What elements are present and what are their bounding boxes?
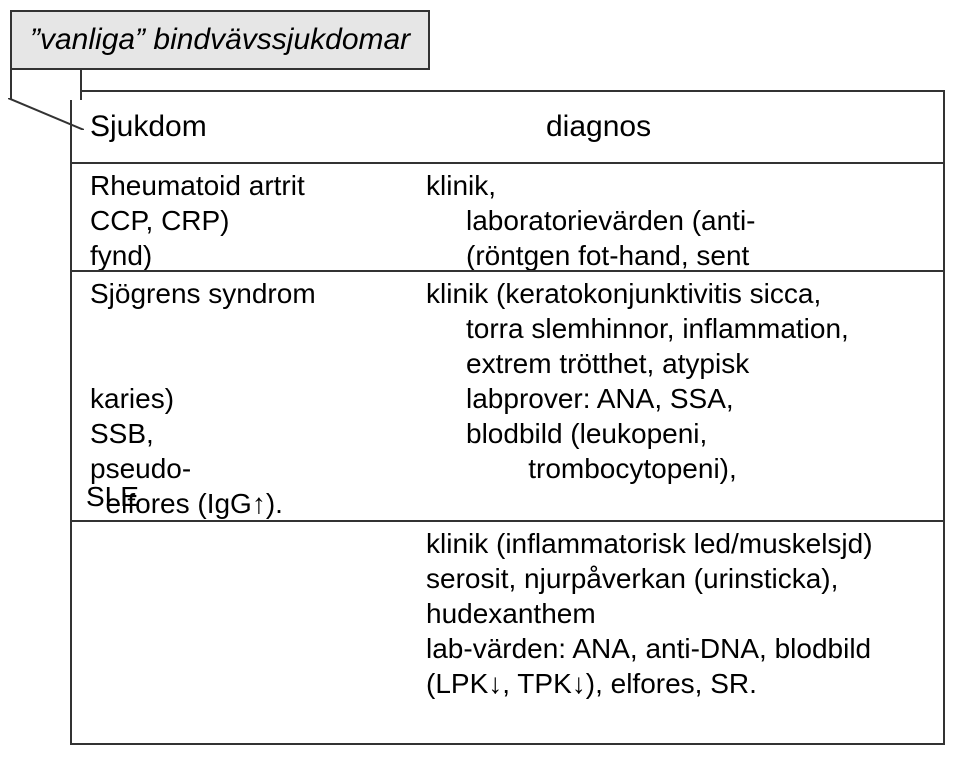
title-box: ”vanliga” bindvävssjukdomar bbox=[10, 10, 430, 70]
text-line: klinik (keratokonjunktivitis sicca, bbox=[426, 276, 931, 311]
cell-left: Rheumatoid artritCCP, CRP)fynd) bbox=[72, 162, 412, 270]
text-line: klinik, bbox=[426, 168, 931, 203]
table-row: Sjögrens syndrom karies)SSB,pseudo- elfo… bbox=[72, 270, 943, 520]
text-line: Sjögrens syndrom bbox=[90, 276, 400, 311]
header-left-text: Sjukdom bbox=[90, 108, 400, 146]
text-line: laboratorievärden (anti- bbox=[426, 203, 931, 238]
cell-left bbox=[72, 520, 412, 745]
table-row: Rheumatoid artritCCP, CRP)fynd) klinik,l… bbox=[72, 162, 943, 270]
text-line: karies) bbox=[90, 381, 400, 416]
text-line: (LPK↓, TPK↓), elfores, SR. bbox=[426, 666, 931, 701]
text-line: fynd) bbox=[90, 238, 400, 273]
text-line: extrem trötthet, atypisk bbox=[426, 346, 931, 381]
title-tab-notch bbox=[10, 70, 82, 100]
cell-right: klinik (inflammatorisk led/muskelsjd)ser… bbox=[408, 520, 943, 745]
text-line: torra slemhinnor, inflammation, bbox=[426, 311, 931, 346]
border-patch bbox=[70, 90, 80, 92]
text-line: labprover: ANA, SSA, bbox=[426, 381, 931, 416]
table-header-left: Sjukdom bbox=[72, 92, 412, 162]
text-line bbox=[90, 311, 400, 346]
text-line bbox=[90, 346, 400, 381]
title-text: ”vanliga” bindvävssjukdomar bbox=[12, 13, 428, 67]
cell-right: klinik (keratokonjunktivitis sicca,torra… bbox=[408, 270, 943, 520]
table-header-right: diagnos bbox=[408, 92, 943, 162]
text-line: (röntgen fot-hand, sent bbox=[426, 238, 931, 273]
sle-overlay-label: SLE bbox=[86, 479, 139, 514]
main-table: Sjukdom diagnos Rheumatoid artritCCP, CR… bbox=[70, 90, 945, 745]
table-row: klinik (inflammatorisk led/muskelsjd)ser… bbox=[72, 520, 943, 745]
title-tab-diagonal bbox=[8, 98, 84, 130]
header-right-text: diagnos bbox=[426, 108, 931, 146]
text-line: blodbild (leukopeni, bbox=[426, 416, 931, 451]
text-line: hudexanthem bbox=[426, 596, 931, 631]
text-line: trombocytopeni), bbox=[426, 451, 931, 486]
text-line: Rheumatoid artrit bbox=[90, 168, 400, 203]
text-line: CCP, CRP) bbox=[90, 203, 400, 238]
text-line: serosit, njurpåverkan (urinsticka), bbox=[426, 561, 931, 596]
table-header-row: Sjukdom diagnos bbox=[72, 92, 943, 162]
cell-right: klinik,laboratorievärden (anti-(röntgen … bbox=[408, 162, 943, 270]
text-line: SSB, bbox=[90, 416, 400, 451]
text-line: klinik (inflammatorisk led/muskelsjd) bbox=[426, 526, 931, 561]
text-line: lab-värden: ANA, anti-DNA, blodbild bbox=[426, 631, 931, 666]
